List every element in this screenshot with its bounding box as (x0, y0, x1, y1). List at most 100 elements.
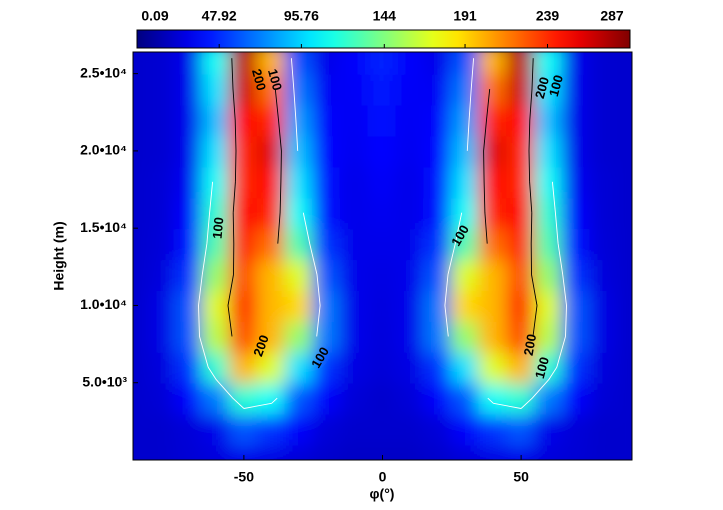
cell (533, 52, 564, 75)
cell (133, 350, 148, 384)
x-tick-label: -50 (234, 469, 254, 485)
cell (201, 258, 232, 291)
cell (133, 134, 148, 168)
colorbar-tick-label: 287 (600, 8, 624, 24)
cell (423, 350, 453, 384)
cell (561, 134, 592, 168)
cell (256, 443, 287, 460)
cell (145, 52, 176, 75)
cell (395, 350, 426, 384)
cell (201, 103, 232, 137)
x-tick-label: 0 (379, 469, 387, 485)
cell (478, 412, 509, 446)
cell (395, 165, 426, 199)
cell (256, 72, 287, 106)
cell (173, 134, 204, 168)
y-tick-label: 1.5•10⁴ (80, 219, 127, 235)
cell (478, 319, 509, 353)
cell (533, 134, 564, 168)
cells (133, 52, 632, 460)
cell (617, 258, 632, 291)
contour-label: 100 (210, 216, 227, 239)
cell (229, 443, 259, 460)
cell (589, 289, 620, 322)
cell (450, 258, 481, 291)
contour-label: 100 (265, 67, 285, 92)
cell (339, 52, 370, 75)
cell (284, 134, 315, 168)
cell (478, 103, 509, 137)
cell (201, 412, 232, 446)
cell (229, 165, 259, 199)
cell (423, 412, 453, 446)
cell (229, 412, 259, 446)
cell (561, 319, 592, 353)
cell (561, 72, 592, 106)
cell (395, 289, 426, 322)
cell (450, 134, 481, 168)
cell (312, 289, 342, 322)
cell (201, 196, 232, 230)
cell (256, 52, 287, 75)
heatmap (133, 52, 632, 460)
cell (173, 196, 204, 230)
cell (617, 289, 632, 322)
cell (201, 319, 232, 353)
cell (617, 443, 632, 460)
y-tick-label: 2.0•10⁴ (80, 142, 127, 158)
cell (256, 227, 287, 261)
cell (367, 52, 398, 75)
cell (339, 381, 370, 415)
cell (133, 196, 148, 230)
cell (367, 289, 398, 322)
cell (533, 103, 564, 137)
cell (395, 103, 426, 137)
cell (284, 258, 315, 291)
cell (284, 72, 315, 106)
cell (173, 319, 204, 353)
cell (450, 319, 481, 353)
cell (450, 381, 481, 415)
cell (450, 443, 481, 460)
cell (395, 258, 426, 291)
contour-label: 100 (546, 73, 566, 98)
cell (339, 103, 370, 137)
cell (533, 258, 564, 291)
colorbar-tick-label: 191 (453, 8, 477, 24)
cell (367, 258, 398, 291)
cell (589, 196, 620, 230)
cell (561, 103, 592, 137)
cell (423, 134, 453, 168)
cell (145, 381, 176, 415)
cell (133, 289, 148, 322)
cell (423, 165, 453, 199)
cell (173, 165, 204, 199)
cell (395, 227, 426, 261)
cell (173, 412, 204, 446)
cell (450, 72, 481, 106)
cell (133, 381, 148, 415)
cell (478, 165, 509, 199)
cell (339, 196, 370, 230)
cell (450, 165, 481, 199)
cell (312, 412, 342, 446)
cell (423, 52, 453, 75)
cell (312, 165, 342, 199)
cell (506, 52, 536, 75)
cell (617, 72, 632, 106)
cell (367, 103, 398, 137)
cell (201, 227, 232, 261)
cell (133, 443, 148, 460)
cell (173, 443, 204, 460)
cell (367, 134, 398, 168)
cell (229, 289, 259, 322)
cell (229, 52, 259, 75)
cell (256, 103, 287, 137)
cell (133, 103, 148, 137)
cell (617, 350, 632, 384)
cell (133, 258, 148, 291)
cell (423, 196, 453, 230)
cell (229, 350, 259, 384)
cell (133, 52, 148, 75)
